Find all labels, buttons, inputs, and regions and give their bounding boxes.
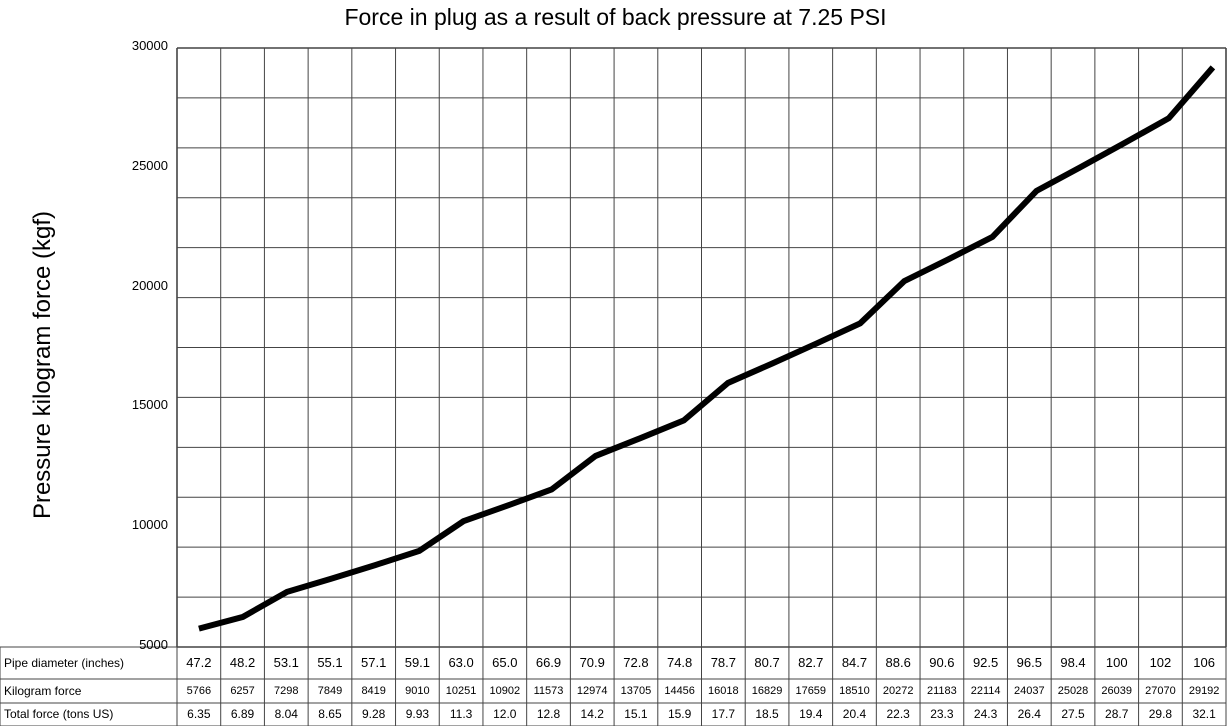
y-tick-label: 30000 <box>131 38 168 53</box>
table-cell: 65.0 <box>492 655 518 670</box>
table-cell: 9.93 <box>405 707 430 721</box>
table-cell: 12974 <box>576 685 608 697</box>
table-cell: 26039 <box>1101 685 1133 697</box>
table-cell: 22.3 <box>886 707 910 721</box>
table-cell: 29192 <box>1188 685 1220 697</box>
grid-lines <box>176 47 1227 648</box>
table-cell: 26.4 <box>1017 707 1041 721</box>
table-cell: 15.1 <box>624 707 648 721</box>
table-cell: 17.7 <box>711 707 736 721</box>
table-cell: 14.2 <box>580 707 604 721</box>
table-cell: 13705 <box>620 685 652 697</box>
table-cell: 5766 <box>186 685 212 697</box>
table-cell: 24.3 <box>973 707 998 721</box>
table-cell: 90.6 <box>929 655 955 670</box>
table-cell: 12.0 <box>493 707 517 721</box>
y-tick-label: 20000 <box>131 277 168 293</box>
table-cell: 18.5 <box>755 707 779 721</box>
table-cell: 80.7 <box>754 655 780 670</box>
table-row-label: Kilogram force <box>4 684 82 698</box>
table-cell: 96.5 <box>1016 655 1042 670</box>
table-cell: 88.6 <box>885 655 911 670</box>
table-cell: 9.28 <box>362 707 386 721</box>
table-cell: 70.9 <box>579 655 605 670</box>
table-cell: 59.1 <box>404 655 431 670</box>
chart-title: Force in plug as a result of back pressu… <box>344 4 887 30</box>
table-cell: 100 <box>1105 655 1128 670</box>
table-cell: 11573 <box>533 685 564 697</box>
table-grid-lines <box>0 646 1227 726</box>
table-cell: 6.89 <box>230 707 255 721</box>
table-cell: 92.5 <box>972 655 999 670</box>
table-cell: 53.1 <box>273 655 299 670</box>
table-cell: 15.9 <box>667 707 692 721</box>
y-axis-label: Pressure kilogram force (kgf) <box>29 210 56 520</box>
table-cell: 28.7 <box>1105 707 1129 721</box>
table-cell: 6257 <box>230 685 255 697</box>
table-cell: 20.4 <box>842 707 867 721</box>
table-cell: 14456 <box>664 685 695 697</box>
table-cell: 27070 <box>1145 685 1176 697</box>
table-cell: 19.4 <box>799 707 823 721</box>
table-cell: 16829 <box>751 685 783 697</box>
table-cell: 17659 <box>795 685 827 697</box>
table-row-label: Pipe diameter (inches) <box>4 656 125 670</box>
table-cell: 8.04 <box>274 707 298 721</box>
table-row-label: Total force (tons US) <box>4 707 114 721</box>
table-cell: 18510 <box>839 685 870 697</box>
table-cell: 21183 <box>926 685 957 697</box>
table-cell: 106 <box>1193 655 1215 670</box>
y-tick-label: 10000 <box>131 517 168 533</box>
y-tick-label: 25000 <box>131 157 168 173</box>
table-cell: 66.9 <box>535 655 562 670</box>
table-cell: 22114 <box>970 685 1001 697</box>
table-cell: 11.3 <box>449 707 473 721</box>
table-cell: 72.8 <box>623 655 649 670</box>
table-cell: 27.5 <box>1061 707 1085 721</box>
table-cell: 10902 <box>489 685 521 697</box>
table-cell: 7298 <box>274 685 299 697</box>
table-cell: 47.2 <box>186 655 212 670</box>
y-tick-label: 5000 <box>139 637 168 652</box>
table-cell: 63.0 <box>448 655 474 670</box>
table-cell: 102 <box>1149 655 1172 670</box>
table-cell: 48.2 <box>229 655 256 670</box>
table-cell: 24037 <box>1014 685 1045 697</box>
table-cell: 20272 <box>882 685 914 697</box>
table-cell: 84.7 <box>841 655 868 670</box>
table-cell: 12.8 <box>536 707 561 721</box>
table-cell: 55.1 <box>317 655 343 670</box>
table-cell: 16018 <box>708 685 739 697</box>
force-curve-line <box>198 65 1216 632</box>
table-cell: 57.1 <box>361 655 387 670</box>
table-cell: 8419 <box>361 685 386 697</box>
table-cell: 29.8 <box>1148 707 1173 721</box>
table-cell: 6.35 <box>187 707 211 721</box>
table-cell: 74.8 <box>666 655 693 670</box>
table-cell: 98.4 <box>1060 655 1086 670</box>
table-cell: 23.3 <box>930 707 954 721</box>
y-axis-label-wrap: Pressure kilogram force (kgf) <box>18 200 68 530</box>
table-cell: 8.65 <box>318 707 342 721</box>
table-cell: 82.7 <box>798 655 824 670</box>
table-cell: 32.1 <box>1192 707 1216 721</box>
y-tick-label: 15000 <box>131 397 168 413</box>
table-cell: 9010 <box>405 685 430 697</box>
table-cell: 78.7 <box>710 655 736 670</box>
table-cell: 7849 <box>317 685 343 697</box>
table-cell: 10251 <box>445 685 477 697</box>
table-cell: 25028 <box>1057 685 1089 697</box>
